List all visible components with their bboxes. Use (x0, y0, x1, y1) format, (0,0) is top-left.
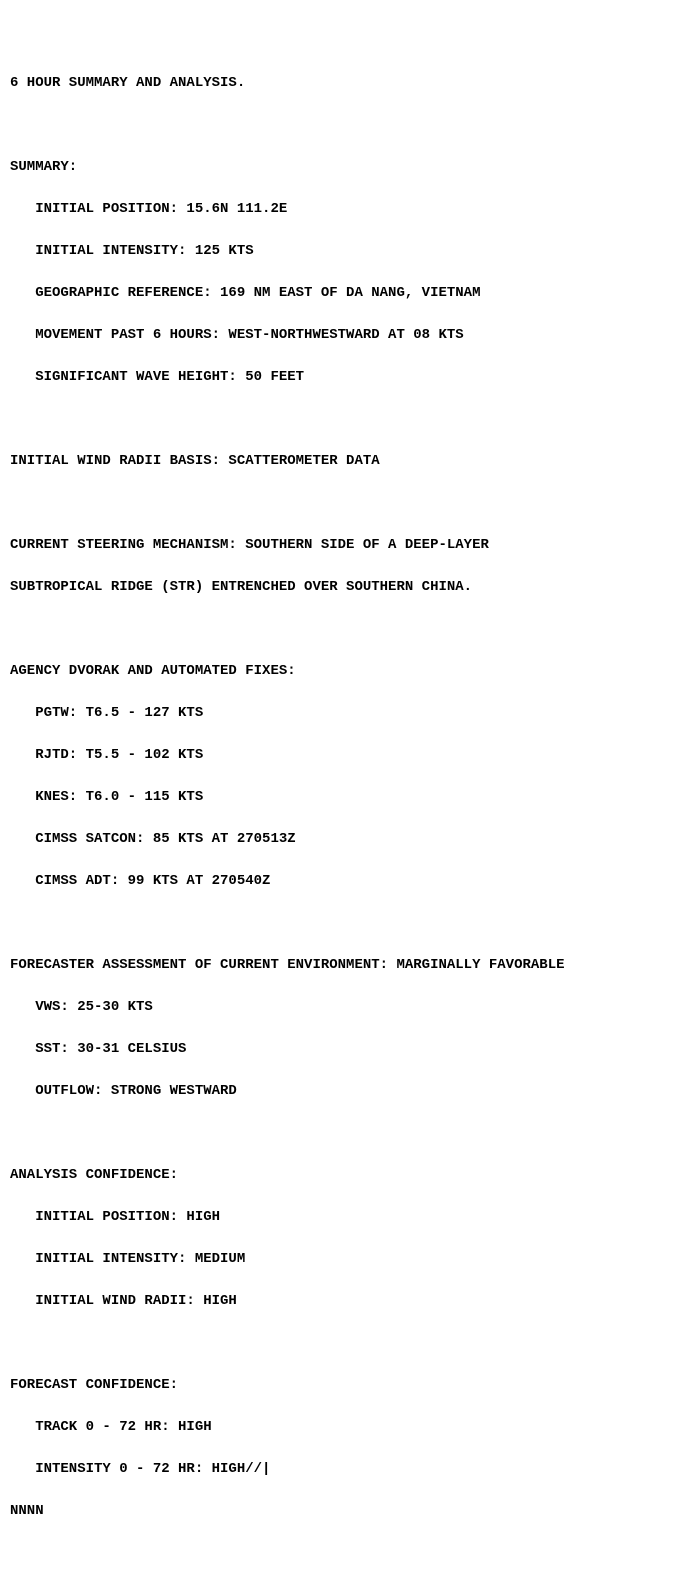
dvorak-item: PGTW: T6.5 - 127 KTS (10, 703, 670, 724)
dvorak-item: CIMSS SATCON: 85 KTS AT 270513Z (10, 829, 670, 850)
analysis-confidence-item: INITIAL INTENSITY: MEDIUM (10, 1249, 670, 1270)
summary-header: SUMMARY: (10, 157, 670, 178)
text-cursor-icon: | (262, 1461, 270, 1477)
summary-item: GEOGRAPHIC REFERENCE: 169 NM EAST OF DA … (10, 283, 670, 304)
analysis-confidence-header: ANALYSIS CONFIDENCE: (10, 1165, 670, 1186)
analysis-confidence-item: INITIAL WIND RADII: HIGH (10, 1291, 670, 1312)
environment-header: FORECASTER ASSESSMENT OF CURRENT ENVIRON… (10, 955, 670, 976)
forecast-confidence-header: FORECAST CONFIDENCE: (10, 1375, 670, 1396)
blank-line (10, 913, 670, 934)
steering-line: CURRENT STEERING MECHANISM: SOUTHERN SID… (10, 535, 670, 556)
environment-item: SST: 30-31 CELSIUS (10, 1039, 670, 1060)
steering-line: SUBTROPICAL RIDGE (STR) ENTRENCHED OVER … (10, 577, 670, 598)
dvorak-item: KNES: T6.0 - 115 KTS (10, 787, 670, 808)
dvorak-header: AGENCY DVORAK AND AUTOMATED FIXES: (10, 661, 670, 682)
terminator: NNNN (10, 1501, 670, 1522)
dvorak-item: CIMSS ADT: 99 KTS AT 270540Z (10, 871, 670, 892)
summary-item: INITIAL INTENSITY: 125 KTS (10, 241, 670, 262)
analysis-confidence-item: INITIAL POSITION: HIGH (10, 1207, 670, 1228)
summary-item: SIGNIFICANT WAVE HEIGHT: 50 FEET (10, 367, 670, 388)
summary-item: MOVEMENT PAST 6 HOURS: WEST-NORTHWESTWAR… (10, 325, 670, 346)
dvorak-item: RJTD: T5.5 - 102 KTS (10, 745, 670, 766)
report-title: 6 HOUR SUMMARY AND ANALYSIS. (10, 73, 670, 94)
environment-item: VWS: 25-30 KTS (10, 997, 670, 1018)
blank-line (10, 1333, 670, 1354)
blank-line (10, 619, 670, 640)
forecast-confidence-text: INTENSITY 0 - 72 HR: HIGH// (35, 1461, 262, 1477)
blank-line (10, 115, 670, 136)
wind-radii-basis: INITIAL WIND RADII BASIS: SCATTEROMETER … (10, 451, 670, 472)
blank-line (10, 493, 670, 514)
forecast-confidence-item: TRACK 0 - 72 HR: HIGH (10, 1417, 670, 1438)
summary-item: INITIAL POSITION: 15.6N 111.2E (10, 199, 670, 220)
blank-line (10, 1123, 670, 1144)
environment-item: OUTFLOW: STRONG WESTWARD (10, 1081, 670, 1102)
forecast-confidence-item-with-cursor: INTENSITY 0 - 72 HR: HIGH//| (10, 1459, 670, 1480)
blank-line (10, 409, 670, 430)
